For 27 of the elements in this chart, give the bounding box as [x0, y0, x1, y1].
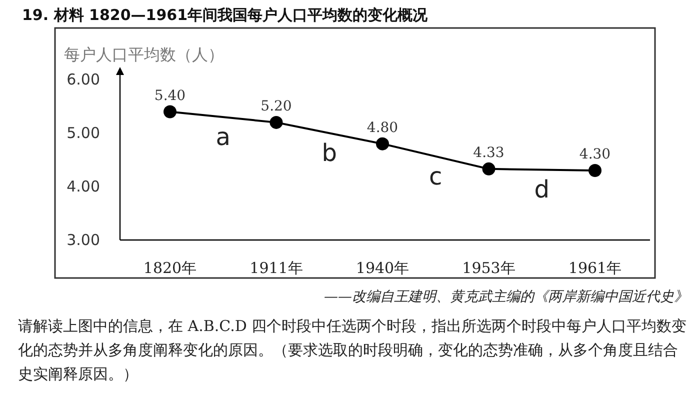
annotation: d — [534, 176, 550, 204]
x-tick-label: 1953年 — [462, 259, 516, 277]
y-tick-label: 4.00 — [66, 178, 100, 196]
point — [376, 137, 389, 150]
x-tick-label: 1911年 — [250, 259, 303, 277]
text: ——改编自王建明、黄克武主编的《两岸新编中国近代史》 — [324, 288, 688, 306]
data-label: 5.40 — [154, 88, 186, 104]
x-tick-label: 1961年 — [568, 259, 622, 277]
chart-title: 19. 材料 1820—1961年间我国每户人口平均数的变化概况 — [22, 6, 429, 24]
point — [588, 164, 602, 178]
x-tick-label: 1820年 — [143, 259, 197, 277]
y-axis-title: 每户人口平均数（人） — [64, 45, 224, 64]
data-label: 4.30 — [579, 146, 611, 163]
x-tick-label: 1940年 — [356, 259, 410, 277]
text: 请解读上图中的信息，在 A.B.C.D 四个时段中任选两个时段，指出所选两个时段中每户人口平均数变化的态势并从多角度阐释变化的原因。（要求选取的时段明确，变化的态势准确，从多个角度且结合史实阐释原因。） — [18, 316, 688, 385]
y-tick-label: 5.00 — [66, 124, 100, 142]
point — [482, 162, 496, 176]
annotation: a — [216, 123, 230, 152]
point — [270, 116, 283, 129]
y-tick-label: 6.00 — [66, 70, 100, 89]
point — [164, 105, 176, 118]
y-tick-label: 3.00 — [66, 231, 100, 249]
annotation: b — [322, 139, 337, 168]
data-label: 5.20 — [260, 98, 292, 114]
data-label: 4.33 — [473, 144, 504, 161]
annotation: c — [429, 162, 442, 190]
data-label: 4.80 — [366, 120, 398, 136]
